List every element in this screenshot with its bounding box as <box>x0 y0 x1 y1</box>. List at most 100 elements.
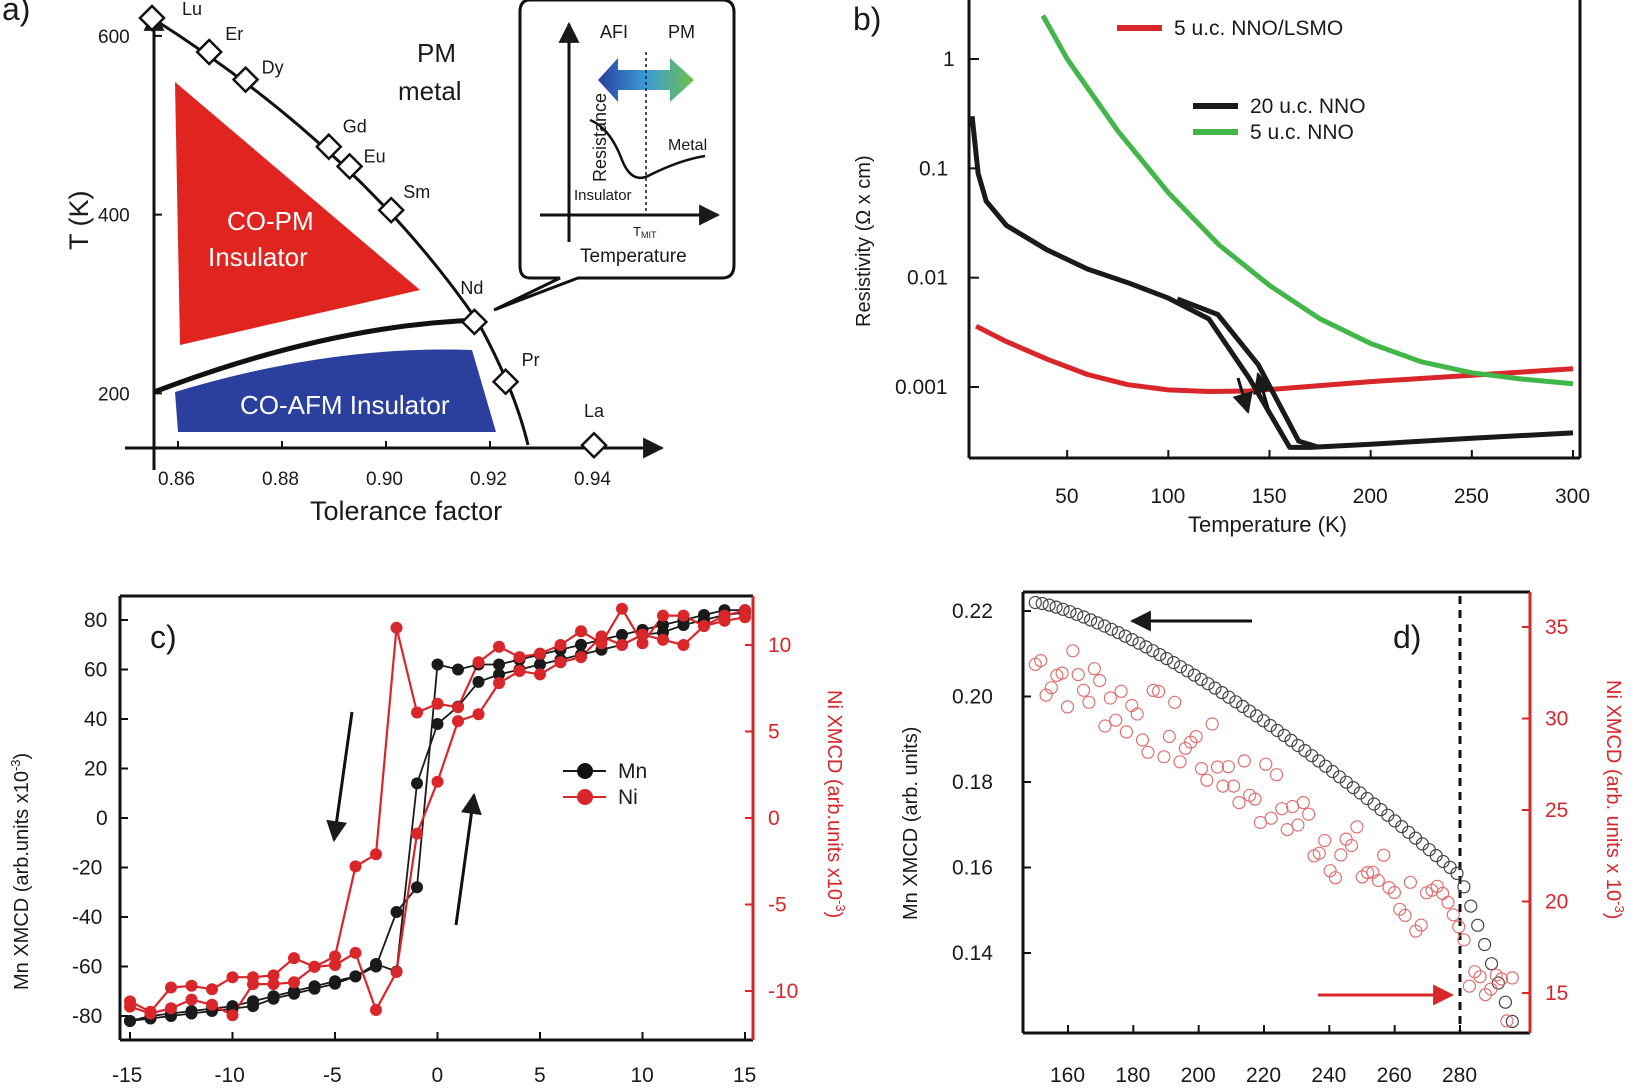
point-label-er: Er <box>225 24 243 44</box>
panel-a-x-tick-label: 0.94 <box>574 469 611 490</box>
panel-b-y-tick-label: 1 <box>943 48 955 71</box>
c-point-ni <box>513 651 526 664</box>
warming-branch-arrow <box>1253 371 1274 409</box>
point-label-eu: Eu <box>364 146 386 166</box>
panel-a-y-tick-label: 600 <box>98 27 130 48</box>
c-point-mn <box>329 977 341 990</box>
c-point-mn <box>431 658 444 671</box>
panel-d-y2-tick-label: 35 <box>1545 616 1568 639</box>
c-point-ni <box>144 1007 157 1020</box>
c-point-ni <box>698 620 710 632</box>
co-pm-label: CO-PM <box>227 206 314 236</box>
panel-d-x-tick-label: 240 <box>1311 1064 1346 1087</box>
c-point-ni <box>185 993 198 1006</box>
panel-a-label: a) <box>2 0 30 27</box>
d-point-ni <box>1446 908 1460 922</box>
panel-b-label: b) <box>853 1 881 37</box>
sweep-up-arrow <box>454 792 482 926</box>
c-point-ni <box>390 966 403 978</box>
d-point-ni <box>1360 865 1375 880</box>
legend-20uc: 20 u.c. NNO <box>1250 95 1366 118</box>
c-point-mn <box>677 619 690 631</box>
d-point-ni <box>1248 792 1262 806</box>
d-point-mn <box>1104 622 1119 636</box>
c-point-ni <box>493 640 505 653</box>
c-point-ni <box>267 978 280 991</box>
d-point-ni <box>1216 779 1230 793</box>
d-point-mn <box>1477 937 1492 952</box>
c-point-ni <box>411 827 423 840</box>
d-point-mn <box>1270 723 1284 738</box>
c-point-mn <box>390 906 403 918</box>
c-point-ni <box>677 639 690 651</box>
c-point-ni <box>616 639 628 651</box>
d-point-ni <box>1403 875 1418 889</box>
d-point-ni <box>1350 820 1364 834</box>
panel-a-x-tick-label: 0.88 <box>262 469 299 490</box>
d-point-ni <box>1162 729 1176 744</box>
d-point-ni <box>1296 795 1310 810</box>
c-point-ni <box>247 978 259 991</box>
d-point-mn <box>1498 995 1513 1009</box>
d-point-ni <box>1505 971 1519 985</box>
point-label-nd: Nd <box>460 278 483 298</box>
d-point-ni <box>1173 755 1187 769</box>
panel-a-y-tick-label: 200 <box>98 384 130 405</box>
inset-box: AFI PM Metal Insulator TMIT Temperature … <box>493 0 736 312</box>
panel-c-y-tick-label: -60 <box>72 956 102 979</box>
series-line-3 <box>1040 14 1574 387</box>
c-point-ni <box>534 647 546 660</box>
inset-resistance-curve <box>589 118 706 180</box>
c-point-ni <box>431 775 444 788</box>
inset-metal-label: Metal <box>668 137 707 154</box>
d-point-mn <box>1111 625 1125 640</box>
d-point-mn <box>1042 598 1056 612</box>
c-point-mn <box>185 1007 198 1020</box>
sweep-down-arrow <box>326 711 354 843</box>
d-point-ni <box>1157 750 1171 764</box>
panel-d-y2-tick-label: 15 <box>1545 982 1568 1005</box>
d-point-ni <box>1141 745 1155 759</box>
d-point-ni <box>1082 695 1096 709</box>
d-point-ni <box>1194 761 1209 776</box>
d-point-mn <box>1457 880 1471 894</box>
legend-ni: Ni <box>618 786 638 809</box>
d-point-ni <box>1301 807 1316 821</box>
c-point-ni <box>349 860 362 873</box>
d-point-ni <box>1484 982 1498 996</box>
c-point-ni <box>431 697 444 710</box>
panel-d-y-tick-label: 0.14 <box>952 942 993 965</box>
d-point-mn <box>1049 600 1063 614</box>
series-line-2-warming <box>1176 296 1320 450</box>
d-point-ni <box>1334 848 1348 862</box>
panel-d-y-tick-label: 0.20 <box>952 686 993 709</box>
insulator-label: Insulator <box>208 242 308 272</box>
d-point-mn <box>1077 610 1091 624</box>
panel-c-x-tick-label: -15 <box>112 1064 142 1087</box>
c-point-ni <box>452 701 464 714</box>
d-point-mn <box>1222 690 1236 704</box>
d-point-ni <box>1210 760 1225 774</box>
d-point-ni <box>1034 653 1048 668</box>
d-point-ni <box>1275 802 1289 816</box>
d-point-mn <box>1291 738 1305 753</box>
c-point-ni <box>616 602 628 615</box>
c-point-ni <box>677 609 690 622</box>
d-point-ni <box>1259 757 1273 771</box>
d-point-mn <box>1153 647 1167 662</box>
inset-pm-label: PM <box>668 22 695 42</box>
c-point-ni <box>595 630 608 643</box>
d-point-ni <box>1060 700 1075 714</box>
panel-d-ylabel: Mn XMCD (arb. units) <box>900 727 922 920</box>
d-point-mn <box>1318 759 1333 773</box>
panel-b-ylabel: Resistivity (Ω x cm) <box>853 155 875 327</box>
d-point-mn <box>1180 664 1195 678</box>
c-point-ni <box>165 1002 177 1015</box>
inset-afi-label: AFI <box>600 22 628 42</box>
c-point-mn <box>288 987 300 1000</box>
c-point-ni <box>288 976 300 989</box>
d-point-mn <box>1035 596 1049 611</box>
d-point-ni <box>1066 644 1080 658</box>
panel-c-x-tick-label: 15 <box>733 1064 756 1087</box>
panel-b-y-tick-label: 0.001 <box>895 376 948 399</box>
